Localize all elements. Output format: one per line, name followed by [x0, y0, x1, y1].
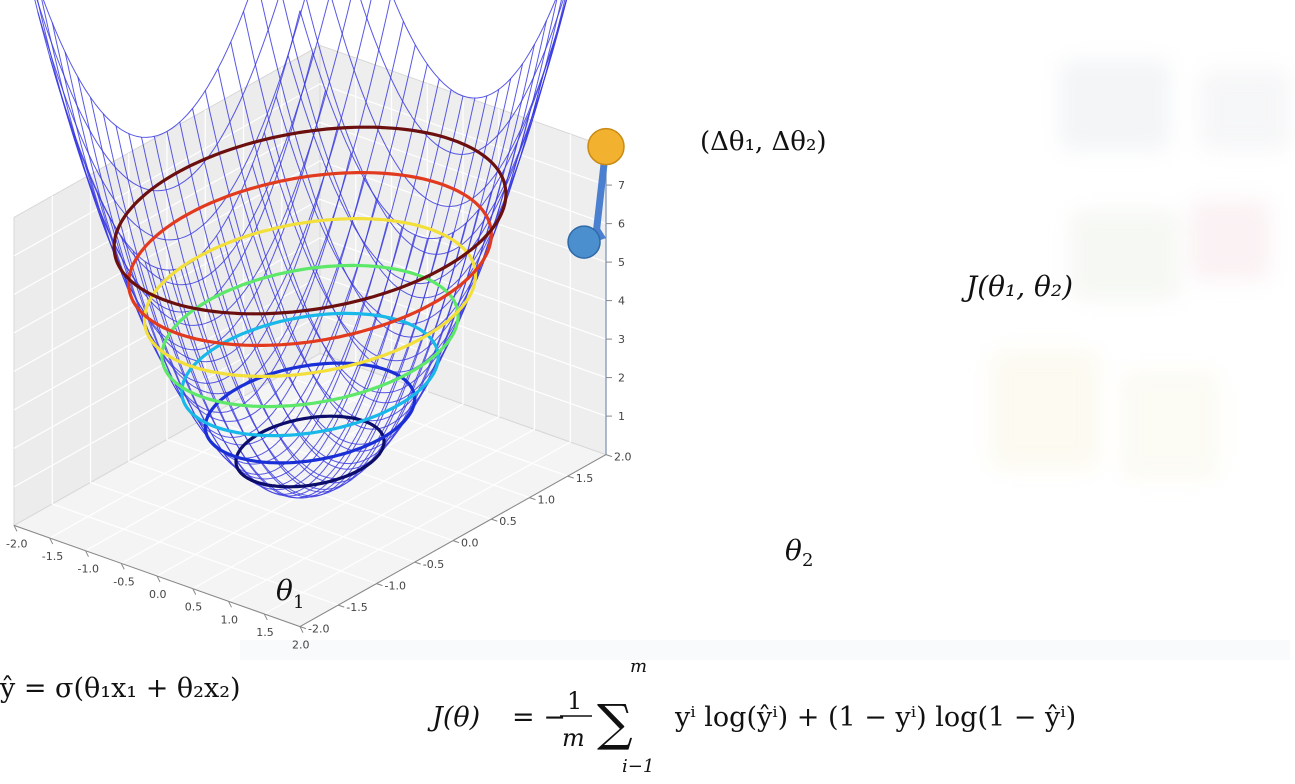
mesh-line-theta2	[331, 0, 567, 207]
grid-line	[49, 58, 357, 539]
x-tick	[299, 626, 304, 633]
y-tick-label: 0.5	[499, 515, 517, 528]
x-tick-label: -0.5	[113, 575, 134, 588]
grid-line	[13, 83, 607, 257]
y-tick	[529, 497, 536, 501]
x-tick	[120, 563, 125, 570]
y-tick	[338, 604, 345, 608]
y-tick	[567, 475, 574, 479]
y-tick-label: -0.5	[423, 558, 444, 571]
grid-line	[13, 275, 607, 449]
grid-line	[13, 198, 607, 372]
y-tick-label: 1.0	[538, 494, 556, 507]
y-axis-label-main: θ	[785, 534, 802, 567]
x-axis-label: θ 1	[276, 574, 304, 613]
x-tick-label: -1.0	[78, 563, 99, 576]
mesh-line-theta1	[287, 0, 568, 285]
y-tick	[452, 540, 460, 544]
x-tick-label: -2.0	[6, 537, 27, 550]
x-tick	[13, 525, 18, 532]
grid-line	[89, 174, 377, 585]
cost-formula-denominator: m	[562, 724, 585, 752]
z-tick-label: 4	[618, 295, 625, 308]
next-point	[567, 225, 601, 259]
y-tick-label: -1.5	[346, 601, 367, 614]
y-tick-label: 2.0	[614, 451, 632, 464]
grid-line	[228, 121, 536, 602]
x-tick-label: 2.0	[292, 639, 310, 652]
grid-line	[13, 160, 607, 334]
y-tick	[414, 561, 421, 565]
contour-level-2	[203, 361, 417, 465]
y-tick-label: 1.5	[576, 472, 594, 485]
contour-level-4	[160, 263, 460, 409]
x-axis-label-sub: 1	[293, 592, 304, 613]
x-tick-label: -1.5	[42, 550, 63, 563]
y-tick-label: -1.0	[385, 580, 406, 593]
grid-line	[51, 195, 339, 606]
y-axis-label-sub: 2	[802, 550, 813, 571]
x-axis-label-main: θ	[276, 574, 293, 607]
z-tick-label: 7	[618, 179, 625, 192]
background-decoration	[240, 60, 1290, 660]
mesh-line-theta1	[299, 0, 567, 240]
x-tick-label: 1.5	[256, 626, 274, 639]
x-tick	[85, 550, 89, 557]
cost-formula-lhs: J(θ)	[427, 702, 480, 733]
mesh-line-theta2	[360, 0, 564, 155]
sum-icon: ∑	[597, 694, 633, 752]
cost-formula-equals: = −	[512, 702, 566, 733]
x-tick-label: 0.5	[185, 601, 203, 614]
cost-formula-numerator: 1	[567, 687, 582, 715]
contour-level-7	[112, 125, 508, 316]
grid-line	[166, 131, 454, 542]
start-point	[587, 127, 625, 166]
contour-level-6	[127, 171, 493, 347]
grid-line	[192, 108, 500, 590]
z-tick-label: 2	[618, 372, 625, 385]
x-tick	[192, 588, 197, 595]
mesh-line-theta2	[393, 0, 556, 99]
x-tick	[263, 613, 268, 621]
x-tick-label: 0.0	[149, 588, 167, 601]
cost-formula-rhs: yⁱ log(ŷⁱ) + (1 − yⁱ) log(1 − ŷⁱ)	[674, 702, 1076, 733]
contour-level-5	[142, 217, 478, 378]
grid-line	[121, 83, 428, 564]
grid-line	[13, 237, 607, 411]
x-tick	[156, 575, 161, 583]
yhat-formula: ŷ = σ(θ₁x₁ + θ₂x₂)	[0, 673, 241, 704]
z-tick-label: 1	[618, 410, 625, 423]
y-tick-label: 0.0	[461, 537, 479, 550]
mesh-line-theta2	[306, 0, 567, 255]
sum-lower-limit: i−1	[622, 756, 654, 777]
y-tick	[491, 518, 498, 522]
sum-upper-limit: m	[630, 656, 647, 677]
grid-line	[204, 109, 492, 520]
x-tick	[228, 601, 232, 608]
z-tick-label: 3	[618, 333, 625, 346]
z-tick-label: 5	[618, 256, 625, 269]
x-tick-label: 1.0	[221, 613, 239, 626]
z-axis-label: J(θ₁, θ₂)	[961, 270, 1073, 303]
y-axis-label: θ 2	[785, 534, 813, 571]
y-tick	[376, 583, 383, 587]
y-tick	[605, 454, 613, 458]
gradient-step-markers	[567, 127, 625, 259]
z-tick-label: 6	[618, 218, 625, 231]
x-tick	[49, 537, 54, 545]
y-tick-label: -2.0	[308, 623, 329, 636]
mesh-line-theta1	[275, 0, 566, 325]
axes: -2.0 -1.5 -1.0 -0.5 0.0 0.5 1.0 1.5 2.0 -2.0 -1.5 -…	[6, 137, 632, 652]
contour-lines	[112, 125, 508, 489]
step-annotation: (Δθ₁, Δθ₂)	[700, 127, 827, 157]
y-tick	[299, 626, 307, 630]
cost-formula: J(θ) = − 1 m m ∑ i−1 yⁱ log(ŷⁱ) + (1 − y…	[427, 656, 1076, 777]
